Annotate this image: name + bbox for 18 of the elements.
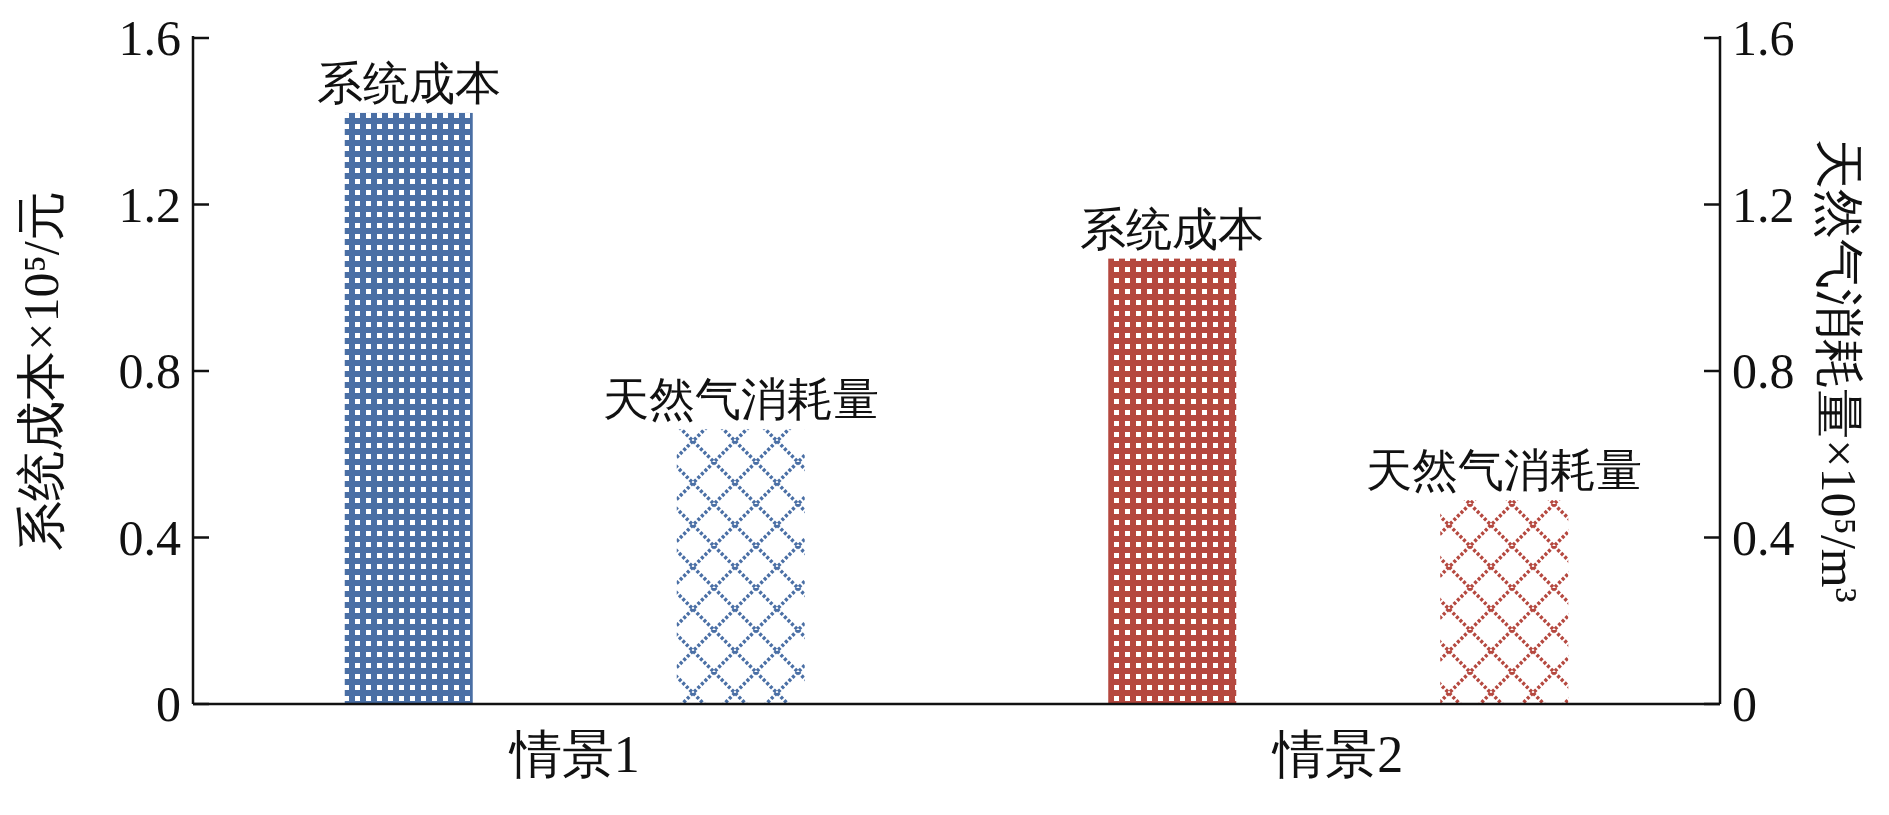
y2-tick-label: 0.8 [1732, 343, 1795, 399]
series-label: 系统成本 [316, 57, 501, 109]
y-tick-label: 1.6 [118, 10, 181, 66]
y2-tick-label: 1.6 [1732, 10, 1795, 66]
y-tick-label: 0.4 [118, 509, 181, 566]
text: 系统成本 [1080, 203, 1265, 255]
y2-axis-title: 天然气消耗量×10⁵/m³ [1811, 139, 1867, 603]
y-tick-label: 0 [156, 676, 181, 732]
series-label: 天然气消耗量 [1366, 445, 1643, 497]
y-tick-label: 0.8 [118, 343, 181, 399]
x-tick-label: 情景2 [1271, 726, 1404, 783]
y2-tick-label: 0 [1732, 676, 1757, 732]
y2-tick-label: 1.2 [1732, 176, 1795, 233]
y-axis-title: 系统成本×10⁵/元 [13, 191, 69, 551]
x-tick-label: 情景1 [507, 726, 640, 783]
y2-tick-label: 0.4 [1732, 509, 1795, 566]
text: 天然气消耗量 [602, 374, 879, 426]
y-tick-label: 1.2 [118, 176, 181, 233]
